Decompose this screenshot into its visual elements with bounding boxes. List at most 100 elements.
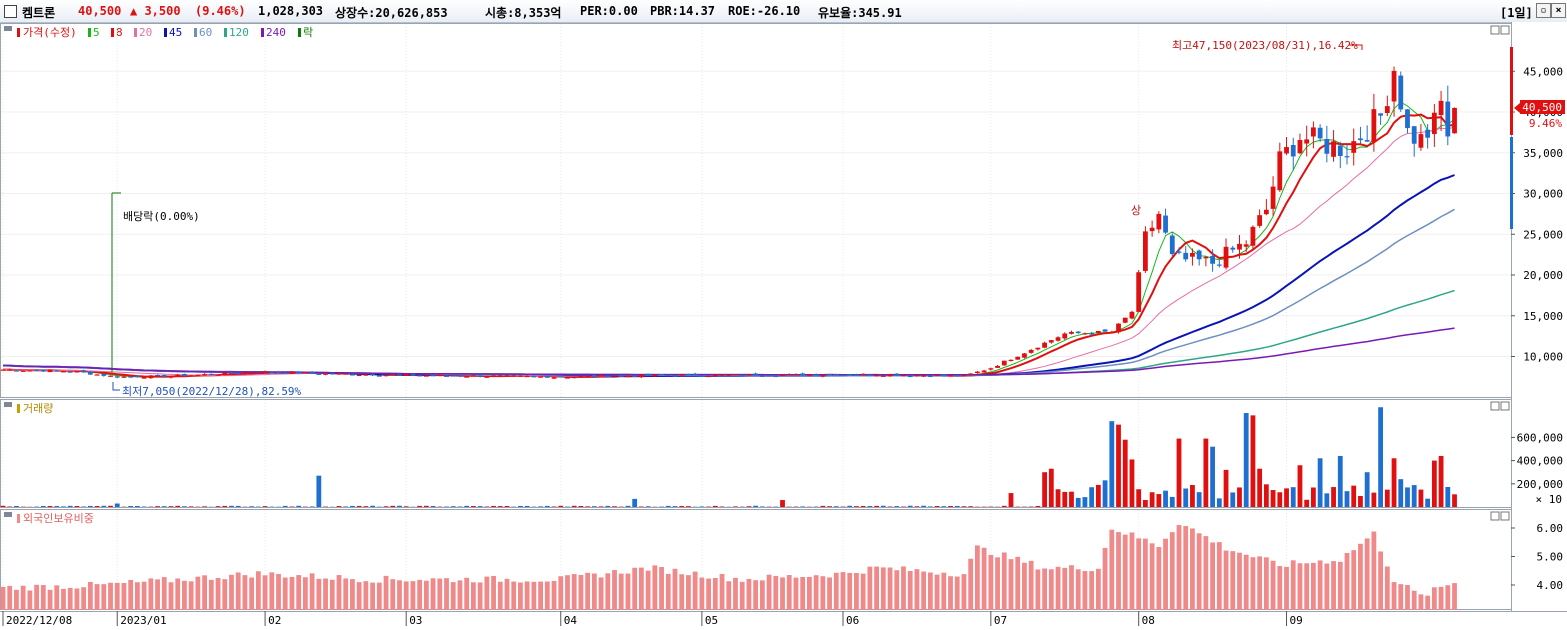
pane-close-icon[interactable] xyxy=(1500,511,1510,521)
candle xyxy=(632,375,638,378)
volume-bar xyxy=(175,505,181,507)
foreign-ratio-bar xyxy=(679,574,685,610)
volume-bar xyxy=(1297,465,1303,507)
foreign-ratio-bar xyxy=(269,572,275,610)
pane-restore-icon[interactable] xyxy=(1490,511,1500,521)
close-icon[interactable]: × xyxy=(1551,3,1566,18)
foreign-ratio-bar xyxy=(161,577,167,610)
candle xyxy=(1203,256,1209,267)
volume-bar xyxy=(672,506,678,507)
candle xyxy=(1223,238,1229,270)
foreign-tick-label: 6.00 xyxy=(1537,522,1564,535)
candle xyxy=(753,372,759,377)
volume-bar xyxy=(1230,492,1236,507)
foreign-ratio-bar xyxy=(995,557,1000,610)
volume-bar xyxy=(867,506,873,507)
pane-menu-icon[interactable] xyxy=(4,26,12,31)
foreign-ratio-bar xyxy=(329,579,335,610)
candle xyxy=(175,373,181,377)
volume-bar xyxy=(847,505,853,507)
price-tick-label: 20,000 xyxy=(1523,269,1563,282)
candle xyxy=(1008,359,1014,362)
foreign-ratio-bar xyxy=(67,587,73,610)
foreign-ratio-bar xyxy=(591,573,597,610)
volume-bar xyxy=(1196,492,1202,507)
foreign-ratio-bar xyxy=(1095,568,1101,610)
foreign-ratio-bar xyxy=(423,580,429,610)
candle xyxy=(867,373,873,376)
foreign-ratio-bar xyxy=(1391,582,1397,610)
pane-close-icon[interactable] xyxy=(1500,401,1510,411)
candle xyxy=(686,373,691,376)
volume-bar xyxy=(968,506,974,507)
price-change: ▲ 3,500 xyxy=(130,4,181,18)
foreign-ratio-bar xyxy=(417,579,423,610)
volume-bar xyxy=(1384,489,1390,507)
foreign-ratio-bar xyxy=(659,567,664,610)
pane-restore-icon[interactable] xyxy=(1490,25,1500,35)
select-checkbox[interactable] xyxy=(4,5,17,18)
foreign-ratio-bar xyxy=(1210,542,1215,610)
candle xyxy=(1069,330,1074,335)
per-value: PER:0.00 xyxy=(580,4,638,18)
x-tick-label: 09 xyxy=(1290,614,1303,627)
candle xyxy=(108,375,113,377)
candle xyxy=(995,364,1000,369)
candle xyxy=(1210,249,1215,272)
foreign-ratio-bar xyxy=(1163,538,1168,610)
foreign-ratio-bar xyxy=(712,578,718,610)
foreign-ratio-bar xyxy=(652,565,658,610)
foreign-ratio-bar xyxy=(1122,534,1128,610)
foreign-ratio-bar xyxy=(1290,560,1296,610)
foreign-ratio-bar xyxy=(612,570,617,610)
candle xyxy=(168,375,174,379)
candle xyxy=(329,372,335,375)
candle xyxy=(1028,348,1034,354)
foreign-ratio-bar xyxy=(1216,542,1222,610)
foreign-ratio-bar xyxy=(941,572,947,610)
restore-icon[interactable]: ▫ xyxy=(1536,3,1551,18)
candle xyxy=(585,375,591,378)
candle xyxy=(1418,123,1424,151)
candle xyxy=(491,375,496,378)
candle xyxy=(719,374,725,376)
volume-bar xyxy=(1183,488,1189,507)
pane-close-icon[interactable] xyxy=(1500,25,1510,35)
volume-bar xyxy=(1069,491,1074,507)
foreign-ratio-bar xyxy=(1257,556,1263,610)
candle xyxy=(457,374,463,378)
candle xyxy=(101,373,107,377)
foreign-ratio-bar xyxy=(800,576,806,610)
x-tick-label: 02 xyxy=(268,614,281,627)
foreign-ratio-bar xyxy=(894,570,900,610)
candle xyxy=(1062,332,1068,340)
foreign-ratio-bar xyxy=(733,577,738,610)
foreign-ratio-bar xyxy=(558,576,564,610)
candle xyxy=(1048,339,1054,344)
pane-restore-icon[interactable] xyxy=(1490,401,1500,411)
volume-bar xyxy=(625,505,631,507)
period-selector[interactable]: [1일] xyxy=(1500,6,1533,20)
candle xyxy=(1317,124,1323,142)
foreign-ratio-bar xyxy=(289,576,295,610)
candle xyxy=(155,374,160,377)
foreign-ratio-bar xyxy=(975,545,980,610)
volume-bar xyxy=(833,506,839,507)
foreign-ratio-bar xyxy=(208,579,214,610)
candle xyxy=(323,372,328,376)
candle xyxy=(981,369,987,373)
foreign-ratio-bar xyxy=(20,585,26,610)
pane-menu-icon[interactable] xyxy=(4,402,12,407)
foreign-ratio-bar xyxy=(1048,569,1054,610)
candle xyxy=(1364,125,1370,142)
volume-bar xyxy=(356,505,362,507)
foreign-ratio-bar xyxy=(867,566,873,610)
candle xyxy=(1452,107,1457,134)
volume-bar xyxy=(1102,480,1108,507)
candle xyxy=(1250,225,1256,251)
foreign-ratio-bar xyxy=(686,575,691,610)
pane-menu-icon[interactable] xyxy=(4,512,12,517)
volume-bar xyxy=(1055,489,1061,507)
foreign-ratio-bar xyxy=(397,580,402,610)
foreign-ratio-bar xyxy=(108,582,113,610)
